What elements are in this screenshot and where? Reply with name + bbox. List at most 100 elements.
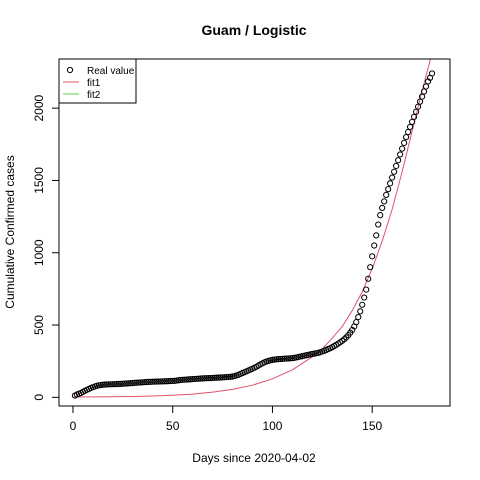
data-point <box>211 374 218 381</box>
data-point <box>121 380 128 387</box>
data-point <box>219 374 226 381</box>
data-point <box>225 373 232 381</box>
data-point <box>283 355 290 362</box>
data-point <box>133 379 140 386</box>
data-point <box>209 374 216 382</box>
data-point <box>422 83 430 90</box>
x-tick-label: 50 <box>166 419 180 433</box>
data-point <box>405 128 412 136</box>
data-point <box>109 381 116 388</box>
data-point <box>279 355 286 362</box>
data-point <box>285 355 292 362</box>
data-point <box>393 162 400 170</box>
data-point <box>143 378 150 386</box>
data-point <box>373 232 380 239</box>
data-point <box>403 133 410 141</box>
data-point <box>277 355 284 363</box>
y-tick-label: 0 <box>32 394 46 401</box>
y-tick-label: 2000 <box>32 94 46 121</box>
y-tick-label: 500 <box>32 315 46 335</box>
y-tick-label: 1000 <box>32 239 46 266</box>
data-point <box>387 180 394 187</box>
data-point <box>123 380 130 387</box>
data-point <box>381 198 388 205</box>
data-point <box>191 375 198 383</box>
data-point <box>377 212 384 219</box>
data-point <box>418 93 426 100</box>
data-point <box>105 381 112 388</box>
data-point <box>117 380 124 387</box>
data-point <box>275 356 282 363</box>
data-point <box>161 378 168 385</box>
chart-title: Guam / Logistic <box>201 22 306 38</box>
data-point <box>203 375 210 382</box>
data-point <box>207 375 214 382</box>
x-tick-label: 0 <box>70 419 77 433</box>
data-point <box>281 355 288 362</box>
data-point <box>107 381 114 388</box>
data-point <box>365 275 372 282</box>
data-point <box>101 381 108 388</box>
data-point <box>177 376 184 384</box>
data-point <box>137 379 144 386</box>
data-point <box>113 380 120 388</box>
y-tick-label: 1500 <box>32 167 46 194</box>
data-point <box>185 376 192 383</box>
data-point <box>183 376 190 383</box>
data-point <box>169 377 176 385</box>
data-point <box>119 380 126 387</box>
legend-label-fit2: fit2 <box>87 90 101 101</box>
data-point <box>217 374 224 381</box>
legend-label-fit1: fit1 <box>87 78 101 89</box>
data-points-layer <box>71 70 436 399</box>
data-point <box>428 70 436 77</box>
data-point <box>139 379 146 386</box>
data-point <box>379 204 386 212</box>
data-point <box>165 378 172 385</box>
data-point <box>157 378 164 385</box>
data-point <box>131 379 138 386</box>
data-point <box>409 118 416 125</box>
data-point <box>205 375 212 382</box>
data-point <box>369 253 376 260</box>
data-point <box>151 378 158 385</box>
x-axis-label: Days since 2020-04-02 <box>192 451 316 465</box>
data-point <box>287 355 294 362</box>
data-point <box>357 308 364 315</box>
legend-label-real-value: Real value <box>87 66 135 77</box>
data-point <box>414 103 422 110</box>
x-tick-label: 150 <box>362 419 382 433</box>
data-point <box>111 381 118 388</box>
data-point <box>181 376 188 383</box>
data-point <box>125 380 132 387</box>
data-point <box>147 378 154 385</box>
data-point <box>115 380 122 388</box>
data-point <box>383 191 390 199</box>
data-point <box>213 374 220 381</box>
legend-circle-marker <box>66 66 74 74</box>
data-point <box>197 375 204 382</box>
data-point <box>391 168 398 175</box>
data-point <box>273 356 280 363</box>
data-point <box>375 221 382 228</box>
data-point <box>145 378 152 385</box>
y-axis: 0 500 1000 1500 2000 <box>32 94 60 401</box>
x-tick-label: 100 <box>262 419 282 433</box>
data-point <box>341 336 348 343</box>
data-point <box>371 242 378 249</box>
data-point <box>199 375 206 382</box>
data-point <box>397 151 404 158</box>
data-point <box>155 378 162 385</box>
data-point <box>215 374 222 381</box>
data-point <box>149 378 156 385</box>
data-point <box>159 378 166 385</box>
legend: Real value fit1 fit2 <box>58 58 137 104</box>
data-point <box>189 376 196 383</box>
data-point <box>412 108 420 115</box>
data-point <box>187 376 194 383</box>
data-point <box>99 381 106 388</box>
data-point <box>127 380 134 387</box>
data-point <box>195 375 202 382</box>
x-axis: 0 50 100 150 <box>70 405 383 433</box>
